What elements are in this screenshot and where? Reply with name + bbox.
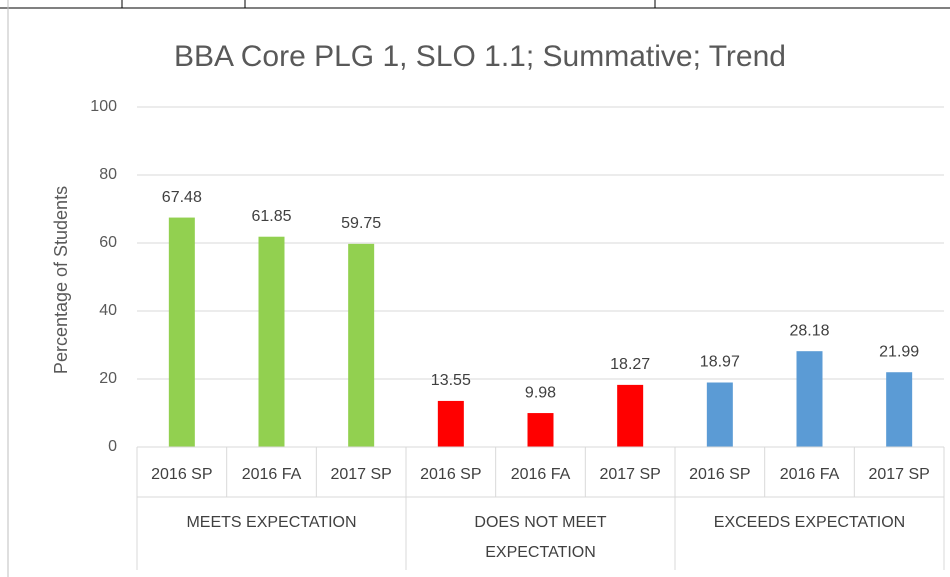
bar	[617, 384, 644, 447]
data-label: 18.97	[700, 354, 740, 371]
x-tick-label: 2016 SP	[420, 466, 481, 483]
data-label: 67.48	[162, 189, 202, 206]
y-tick-label: 80	[99, 166, 117, 183]
y-tick-label: 40	[99, 302, 117, 319]
bar	[258, 236, 285, 447]
bar	[348, 243, 375, 447]
y-axis-label: Percentage of Students	[51, 186, 71, 374]
group-label: DOES NOT MEET EXPECTATION	[474, 514, 607, 561]
data-label: 18.27	[610, 356, 650, 373]
bar	[437, 400, 464, 447]
y-tick-label: 100	[90, 98, 117, 115]
group-label: EXCEEDS EXPECTATION	[713, 514, 906, 531]
x-tick-label: 2017 SP	[599, 466, 660, 483]
y-tick-label: 20	[99, 370, 117, 387]
chart-title: BBA Core PLG 1, SLO 1.1; Summative; Tren…	[174, 40, 786, 73]
bar	[168, 217, 195, 447]
x-tick-label: 2017 SP	[330, 466, 391, 483]
bar	[527, 413, 554, 447]
data-label: 28.18	[789, 322, 829, 339]
group-label: MEETS EXPECTATION	[186, 514, 357, 531]
x-tick-label: 2016 FA	[780, 466, 840, 483]
x-tick-label: 2016 SP	[151, 466, 212, 483]
data-label: 59.75	[341, 215, 381, 232]
y-tick-label: 0	[108, 438, 117, 455]
data-label: 21.99	[879, 343, 919, 360]
y-tick-label: 60	[99, 234, 117, 251]
x-tick-label: 2016 FA	[511, 466, 571, 483]
bar	[886, 372, 913, 447]
bar	[706, 382, 733, 447]
data-label: 9.98	[525, 384, 556, 401]
x-tick-label: 2017 SP	[868, 466, 929, 483]
x-tick-label: 2016 FA	[242, 466, 302, 483]
data-label: 13.55	[431, 372, 471, 389]
x-tick-label: 2016 SP	[689, 466, 750, 483]
data-label: 61.85	[251, 208, 291, 225]
bar	[796, 351, 823, 447]
